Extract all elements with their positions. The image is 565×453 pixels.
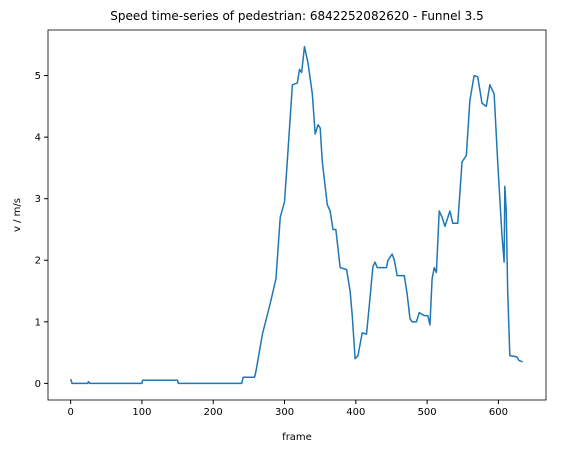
y-tick-label: 5 [35, 71, 41, 82]
x-tick-label: 100 [132, 407, 151, 418]
y-tick-label: 2 [35, 256, 41, 267]
x-axis-label: frame [282, 432, 312, 443]
x-tick-label: 200 [204, 407, 223, 418]
x-tick-label: 0 [67, 407, 73, 418]
y-tick-label: 3 [35, 194, 41, 205]
x-tick-label: 400 [346, 407, 365, 418]
chart-title: Speed time-series of pedestrian: 6842252… [110, 9, 484, 23]
x-tick-label: 500 [418, 407, 437, 418]
line-series [69, 45, 523, 385]
x-tick-label: 300 [275, 407, 294, 418]
x-tick-label: 600 [489, 407, 508, 418]
y-tick-label: 4 [35, 133, 41, 144]
y-tick-label: 0 [35, 379, 41, 390]
plot-frame [47, 29, 547, 401]
y-tick-label: 1 [35, 317, 41, 328]
y-axis-label: v / m/s [12, 198, 23, 232]
